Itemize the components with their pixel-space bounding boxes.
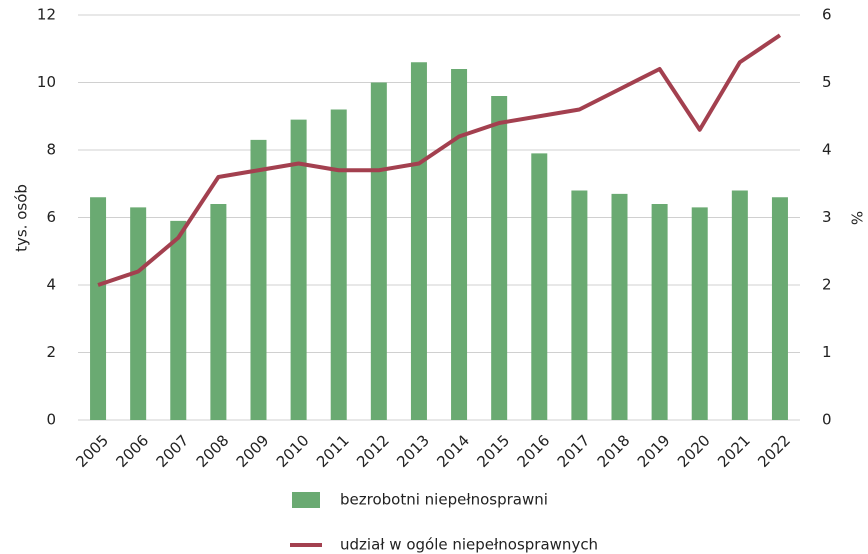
y-axis-label: tys. osób bbox=[13, 184, 31, 252]
x-tick-label: 2022 bbox=[754, 431, 794, 471]
bar bbox=[571, 190, 588, 420]
bar bbox=[731, 190, 748, 420]
y-tick-label: 8 bbox=[46, 141, 56, 159]
x-tick-label: 2005 bbox=[72, 431, 112, 471]
y2-axis-label: % bbox=[848, 211, 866, 225]
x-tick-label: 2021 bbox=[714, 431, 754, 471]
x-tick-label: 2007 bbox=[153, 431, 193, 471]
y-tick-label: 4 bbox=[46, 276, 56, 294]
bar bbox=[611, 193, 628, 420]
y2-tick-label: 3 bbox=[822, 208, 832, 226]
bar bbox=[451, 69, 468, 420]
bar bbox=[210, 204, 227, 420]
x-tick-label: 2010 bbox=[273, 431, 313, 471]
y2-tick-label: 0 bbox=[822, 411, 832, 429]
bar bbox=[410, 62, 427, 420]
y2-tick-label: 5 bbox=[822, 73, 832, 91]
legend-label: bezrobotni niepełnosprawni bbox=[340, 491, 548, 509]
y2-tick-label: 6 bbox=[822, 6, 832, 24]
y-tick-label: 12 bbox=[37, 6, 56, 24]
x-tick-label: 2011 bbox=[313, 431, 353, 471]
y-tick-label: 0 bbox=[46, 411, 56, 429]
x-tick-label: 2013 bbox=[393, 431, 433, 471]
x-tick-label: 2014 bbox=[433, 431, 473, 471]
x-tick-label: 2012 bbox=[353, 431, 393, 471]
bar bbox=[250, 139, 267, 420]
bar bbox=[290, 119, 307, 420]
legend-swatch bbox=[292, 492, 320, 508]
bar bbox=[130, 207, 147, 420]
y-tick-label: 6 bbox=[46, 208, 56, 226]
x-tick-label: 2016 bbox=[514, 431, 554, 471]
y2-tick-label: 2 bbox=[822, 276, 832, 294]
x-tick-label: 2020 bbox=[674, 431, 714, 471]
bar bbox=[370, 82, 387, 420]
bar bbox=[531, 153, 548, 420]
x-tick-label: 2018 bbox=[594, 431, 634, 471]
bar bbox=[90, 197, 107, 420]
x-tick-label: 2015 bbox=[473, 431, 513, 471]
y2-tick-label: 4 bbox=[822, 141, 832, 159]
bar bbox=[691, 207, 708, 420]
x-tick-label: 2009 bbox=[233, 431, 273, 471]
x-tick-label: 2006 bbox=[112, 431, 152, 471]
x-tick-label: 2017 bbox=[554, 431, 594, 471]
bar bbox=[771, 197, 788, 420]
line bbox=[97, 33, 782, 287]
bar bbox=[170, 220, 187, 420]
bar bbox=[651, 204, 668, 420]
y2-tick-label: 1 bbox=[822, 343, 832, 361]
legend-label: udział w ogóle niepełnosprawnych bbox=[340, 536, 598, 554]
bar bbox=[330, 109, 347, 420]
y-tick-label: 10 bbox=[37, 73, 56, 91]
bar bbox=[491, 96, 508, 420]
x-tick-label: 2008 bbox=[193, 431, 233, 471]
x-tick-label: 2019 bbox=[634, 431, 674, 471]
y-tick-label: 2 bbox=[46, 343, 56, 361]
